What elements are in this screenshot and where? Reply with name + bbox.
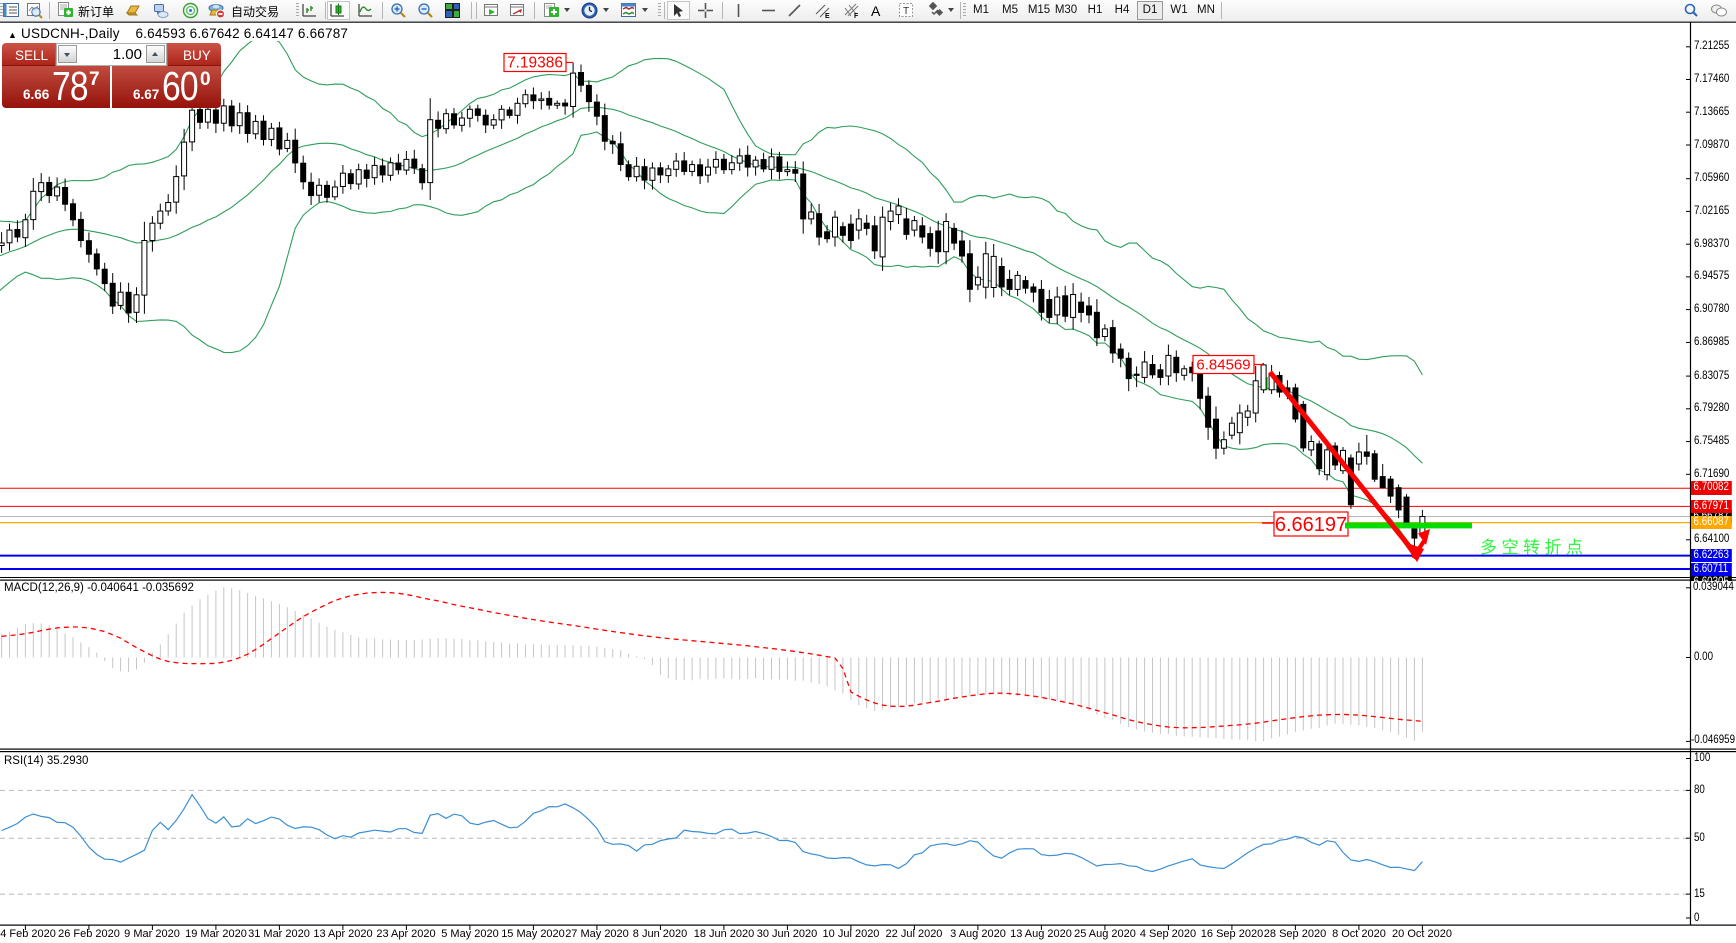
- svg-text:F: F: [854, 13, 859, 19]
- svg-text:7.19386: 7.19386: [507, 55, 563, 72]
- svg-text:6.84569: 6.84569: [1196, 357, 1250, 374]
- svg-text:E: E: [825, 13, 830, 19]
- svg-text:6.66197: 6.66197: [1275, 514, 1347, 536]
- svg-text:T: T: [903, 6, 909, 17]
